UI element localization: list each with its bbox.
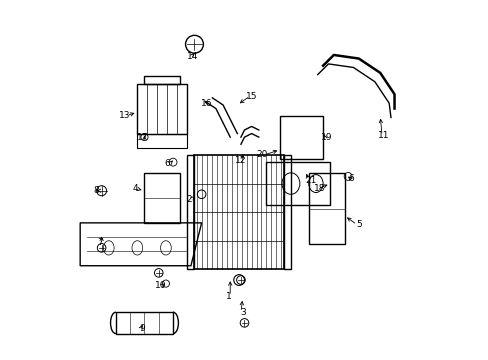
Text: 8: 8 bbox=[93, 186, 99, 195]
Text: 4: 4 bbox=[132, 184, 138, 193]
Bar bbox=[280, 116, 323, 158]
Bar bbox=[283, 155, 290, 269]
Text: 6: 6 bbox=[164, 159, 170, 168]
Text: 17: 17 bbox=[137, 132, 148, 141]
Text: 9: 9 bbox=[140, 324, 145, 333]
Text: 7: 7 bbox=[97, 238, 102, 247]
Text: 12: 12 bbox=[235, 156, 246, 165]
Text: 10: 10 bbox=[155, 281, 166, 290]
Text: 3: 3 bbox=[239, 308, 245, 317]
Text: 18: 18 bbox=[313, 184, 325, 193]
Text: 5: 5 bbox=[355, 220, 361, 229]
Text: 13: 13 bbox=[119, 111, 130, 120]
Text: 1: 1 bbox=[225, 292, 231, 301]
Text: 11: 11 bbox=[377, 131, 389, 140]
Text: 16: 16 bbox=[201, 99, 212, 108]
Bar bbox=[187, 155, 194, 269]
Bar bbox=[194, 155, 283, 269]
Bar bbox=[137, 84, 187, 134]
Text: 14: 14 bbox=[186, 52, 198, 61]
Text: 15: 15 bbox=[245, 91, 257, 100]
Bar bbox=[265, 162, 329, 205]
Bar bbox=[144, 76, 180, 84]
Text: 6: 6 bbox=[348, 174, 354, 183]
Text: 19: 19 bbox=[320, 132, 332, 141]
Text: 21: 21 bbox=[305, 176, 316, 185]
Text: 2: 2 bbox=[186, 195, 192, 204]
Text: 20: 20 bbox=[256, 150, 267, 159]
